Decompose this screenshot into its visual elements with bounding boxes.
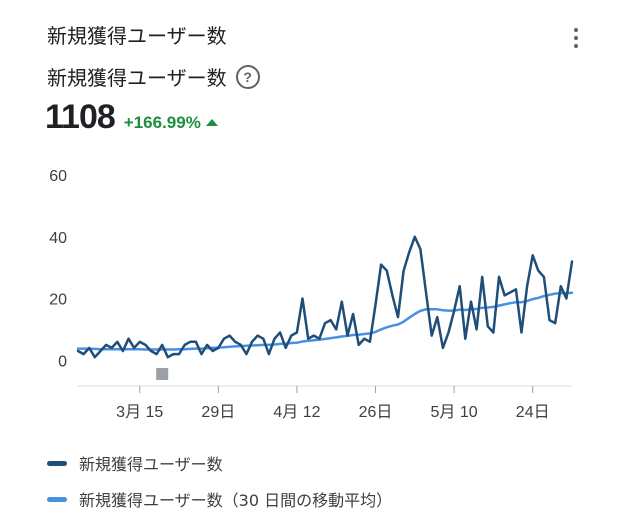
x-tick-label: 26日: [359, 404, 393, 421]
help-circle-icon[interactable]: ?: [235, 64, 260, 89]
more-vert-icon[interactable]: [566, 26, 586, 50]
legend-item-daily[interactable]: 新規獲得ユーザー数: [47, 451, 223, 475]
legend-swatch-daily: [47, 460, 67, 466]
x-tick-label: 24日: [516, 404, 550, 421]
y-tick-label: 60: [49, 168, 67, 185]
annotation-marker[interactable]: [156, 368, 169, 380]
legend-label-daily: 新規獲得ユーザー数: [79, 455, 223, 474]
y-tick-label: 20: [49, 292, 67, 309]
metric-value: 1108: [45, 98, 116, 136]
series-line-moving-average[interactable]: [76, 291, 574, 351]
y-tick-label: 40: [49, 230, 67, 247]
x-tick-label: 29日: [201, 404, 235, 421]
x-tick-label: 4月 12: [273, 404, 320, 421]
series-line-daily[interactable]: [76, 235, 574, 359]
metric-header: 新規獲得ユーザー数 ?: [47, 62, 260, 91]
legend-item-moving-average[interactable]: 新規獲得ユーザー数（30 日間の移動平均）: [47, 487, 392, 511]
x-tick-label: 5月 10: [431, 404, 478, 421]
card-title: 新規獲得ユーザー数: [47, 24, 227, 48]
legend-label-moving-average: 新規獲得ユーザー数（30 日間の移動平均）: [79, 491, 393, 510]
trend-up-icon: [205, 119, 218, 126]
metric-change: +166.99%: [123, 113, 201, 132]
line-chart: 0 20 40 60 3月 15 29日 4月 12 26日 5月 10 24日: [49, 168, 574, 421]
x-tick-label: 3月 15: [116, 404, 163, 421]
metric-summary: 1108 +166.99%: [45, 98, 218, 137]
metric-name: 新規獲得ユーザー数: [47, 66, 227, 90]
y-tick-label: 0: [58, 353, 67, 370]
legend-swatch-moving-average: [47, 496, 67, 502]
